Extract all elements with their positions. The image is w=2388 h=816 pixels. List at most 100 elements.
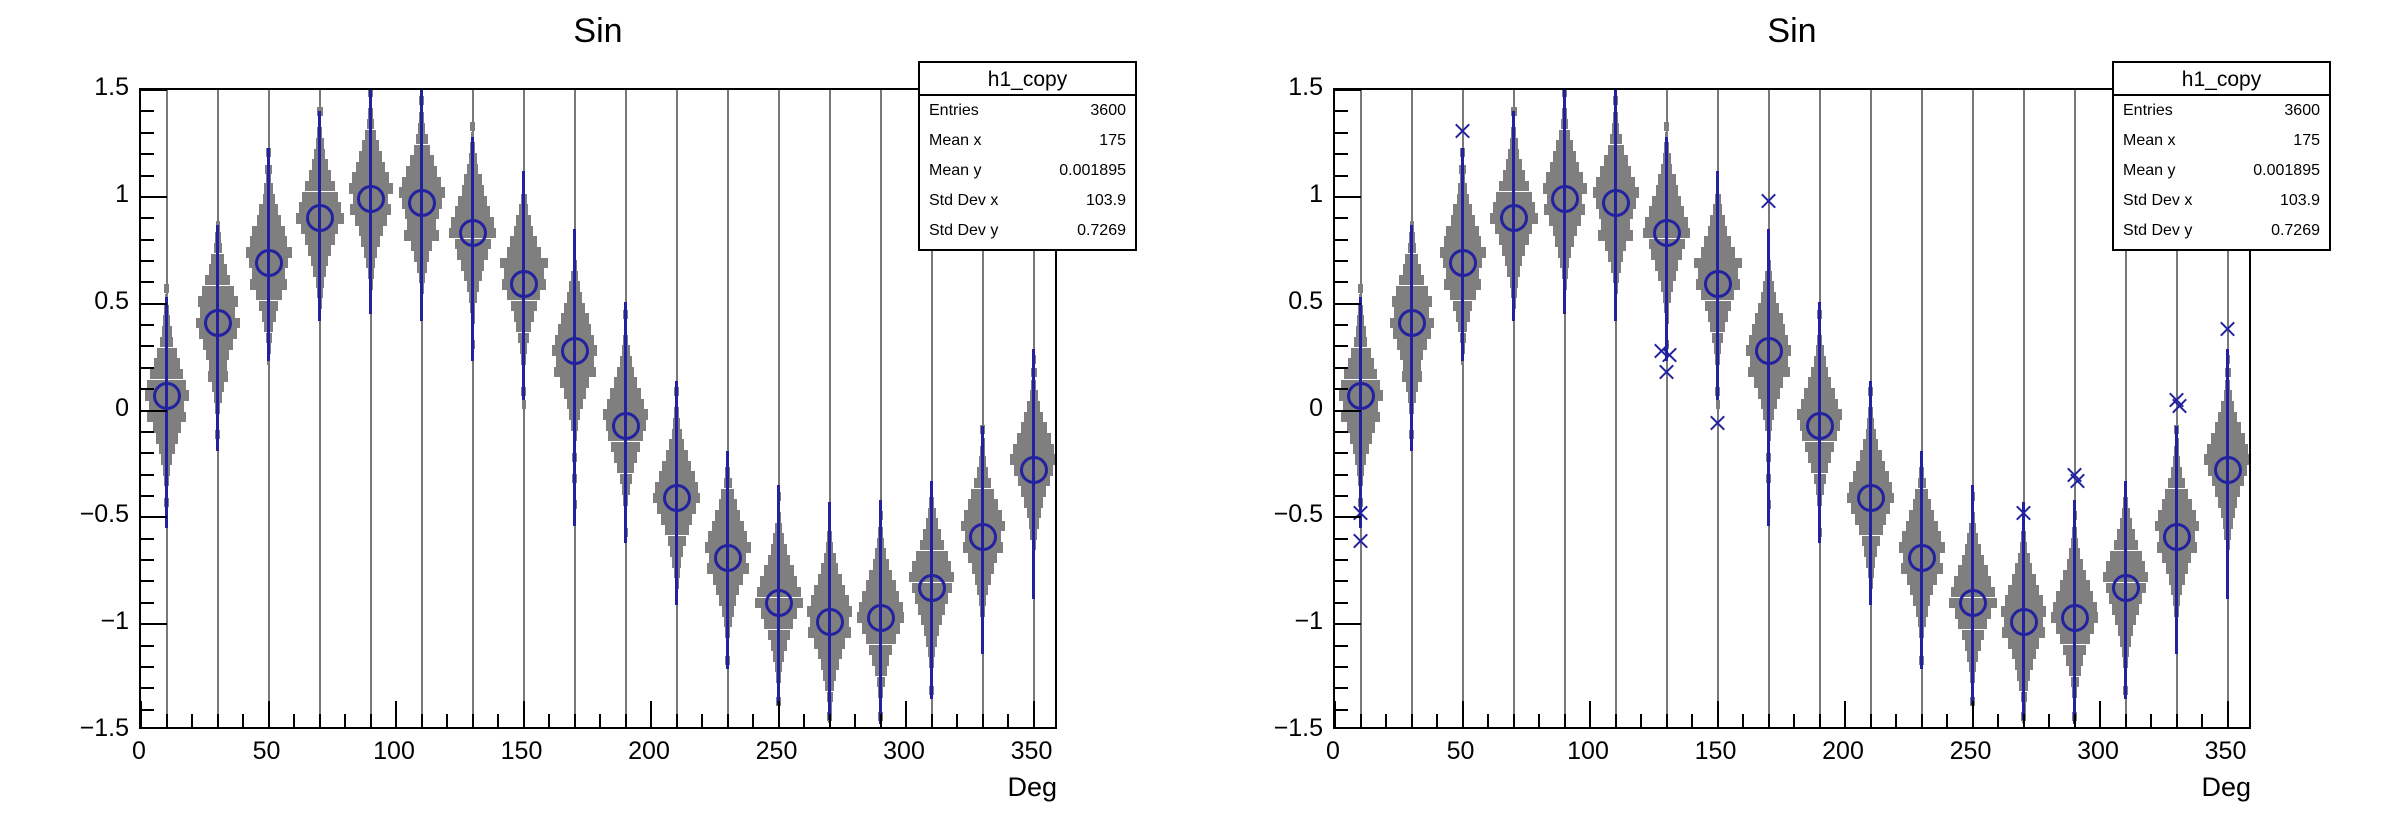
whisker-line: [216, 224, 219, 452]
y-major-tick: [1335, 623, 1361, 626]
x-tick-label: 0: [1326, 737, 1340, 765]
x-minor-tick: [599, 714, 601, 727]
stats-row: Mean y 0.001895: [920, 156, 1135, 186]
gridline: [420, 90, 423, 727]
stats-row-value: 3600: [1090, 102, 1126, 119]
x-major-tick: [1716, 701, 1719, 727]
median-circle-marker: [560, 336, 589, 365]
y-minor-tick: [1335, 452, 1348, 455]
y-minor-tick: [141, 324, 154, 326]
median-circle-marker: [152, 381, 181, 410]
stats-row-value: 0.001895: [1059, 162, 1126, 179]
x-major-tick: [1032, 701, 1035, 727]
x-minor-tick: [726, 714, 729, 727]
outlier-marker: [1657, 363, 1676, 382]
y-tick-label: 1: [115, 179, 129, 208]
y-minor-tick: [1335, 259, 1348, 262]
x-tick-label: 50: [252, 737, 281, 765]
x-major-tick: [1844, 701, 1846, 727]
gridline: [2022, 90, 2025, 727]
x-minor-tick: [293, 714, 295, 727]
x-minor-tick: [471, 714, 474, 727]
median-circle-marker: [203, 308, 232, 337]
whisker-line: [1359, 297, 1362, 529]
median-circle-marker: [1397, 308, 1426, 337]
median-circle-marker: [305, 204, 334, 233]
stats-row: Mean x 175: [2114, 126, 2329, 156]
median-circle-marker: [1958, 588, 1987, 617]
x-major-tick: [905, 701, 907, 727]
median-circle-marker: [509, 270, 538, 299]
y-minor-tick: [141, 430, 154, 433]
x-minor-tick: [1691, 714, 1693, 727]
median-circle-marker: [764, 588, 793, 617]
x-minor-tick: [803, 714, 805, 727]
y-major-tick: [1335, 195, 1361, 198]
x-tick-label: 100: [373, 737, 415, 765]
outlier-marker: [1453, 121, 1472, 140]
median-circle-marker: [917, 573, 946, 602]
gridline: [471, 90, 474, 727]
x-minor-tick: [1793, 714, 1795, 727]
x-minor-tick: [191, 714, 193, 727]
y-minor-tick: [141, 559, 154, 562]
y-minor-tick: [1335, 131, 1348, 134]
median-circle-marker: [662, 484, 691, 513]
x-minor-tick: [420, 714, 423, 727]
x-minor-tick: [1640, 714, 1642, 727]
median-circle-marker: [1703, 270, 1732, 299]
stats-row-value: 0.001895: [2253, 162, 2320, 179]
whisker-line: [573, 228, 576, 526]
y-minor-tick: [1335, 110, 1348, 113]
x-tick-label: 150: [500, 737, 543, 765]
x-minor-tick: [828, 714, 831, 727]
y-major-tick: [1335, 516, 1361, 519]
y-tick-label: −1.5: [79, 714, 129, 742]
stats-row: Std Dev x 103.9: [920, 186, 1135, 216]
outlier-marker: [2068, 472, 2087, 491]
x-minor-tick: [1767, 714, 1770, 727]
y-minor-tick: [141, 153, 154, 156]
y-minor-tick: [1335, 580, 1348, 583]
violin-tail-mark: [1715, 399, 1720, 409]
gridline: [1971, 90, 1974, 727]
panel-right: Sin h1_copy Entries 3600 Mean x 175 Mean y 0.00…: [1194, 0, 2388, 816]
violin-tail-mark: [1664, 121, 1669, 131]
median-circle-marker: [866, 603, 895, 632]
outlier-marker: [2218, 320, 2237, 339]
y-major-tick: [1335, 90, 1361, 91]
y-minor-tick: [1335, 687, 1348, 690]
x-minor-tick: [675, 714, 678, 727]
y-tick-label: 1.5: [1288, 73, 1323, 101]
x-minor-tick: [956, 714, 958, 727]
whisker-line: [165, 297, 168, 529]
x-minor-tick: [1946, 714, 1948, 727]
stats-row-label: Std Dev x: [2123, 192, 2193, 209]
x-minor-tick: [1614, 714, 1617, 727]
gridline: [777, 90, 780, 727]
y-major-tick: [141, 195, 167, 198]
stats-row-value: 0.7269: [1077, 222, 1126, 239]
x-major-tick: [650, 701, 652, 727]
y-minor-tick: [1335, 238, 1348, 241]
median-circle-marker: [611, 411, 640, 440]
x-minor-tick: [2022, 714, 2025, 727]
x-minor-tick: [1997, 714, 1999, 727]
x-minor-tick: [1359, 714, 1362, 727]
stats-row-label: Std Dev y: [2123, 222, 2193, 239]
gridline: [2124, 90, 2127, 727]
y-tick-label: 1: [1309, 179, 1323, 208]
x-minor-tick: [1563, 714, 1566, 727]
whisker-line: [1767, 228, 1770, 526]
median-circle-marker: [2060, 603, 2089, 632]
stats-row: Entries 3600: [2114, 96, 2329, 126]
x-minor-tick: [1895, 714, 1897, 727]
x-minor-tick: [1665, 714, 1668, 727]
x-major-tick: [141, 701, 142, 727]
x-minor-tick: [2150, 714, 2152, 727]
median-circle-marker: [1754, 336, 1783, 365]
y-minor-tick: [1335, 324, 1348, 326]
y-major-tick: [1335, 409, 1361, 412]
x-tick-label: 350: [2204, 737, 2247, 765]
outlier-marker: [2014, 504, 2033, 523]
